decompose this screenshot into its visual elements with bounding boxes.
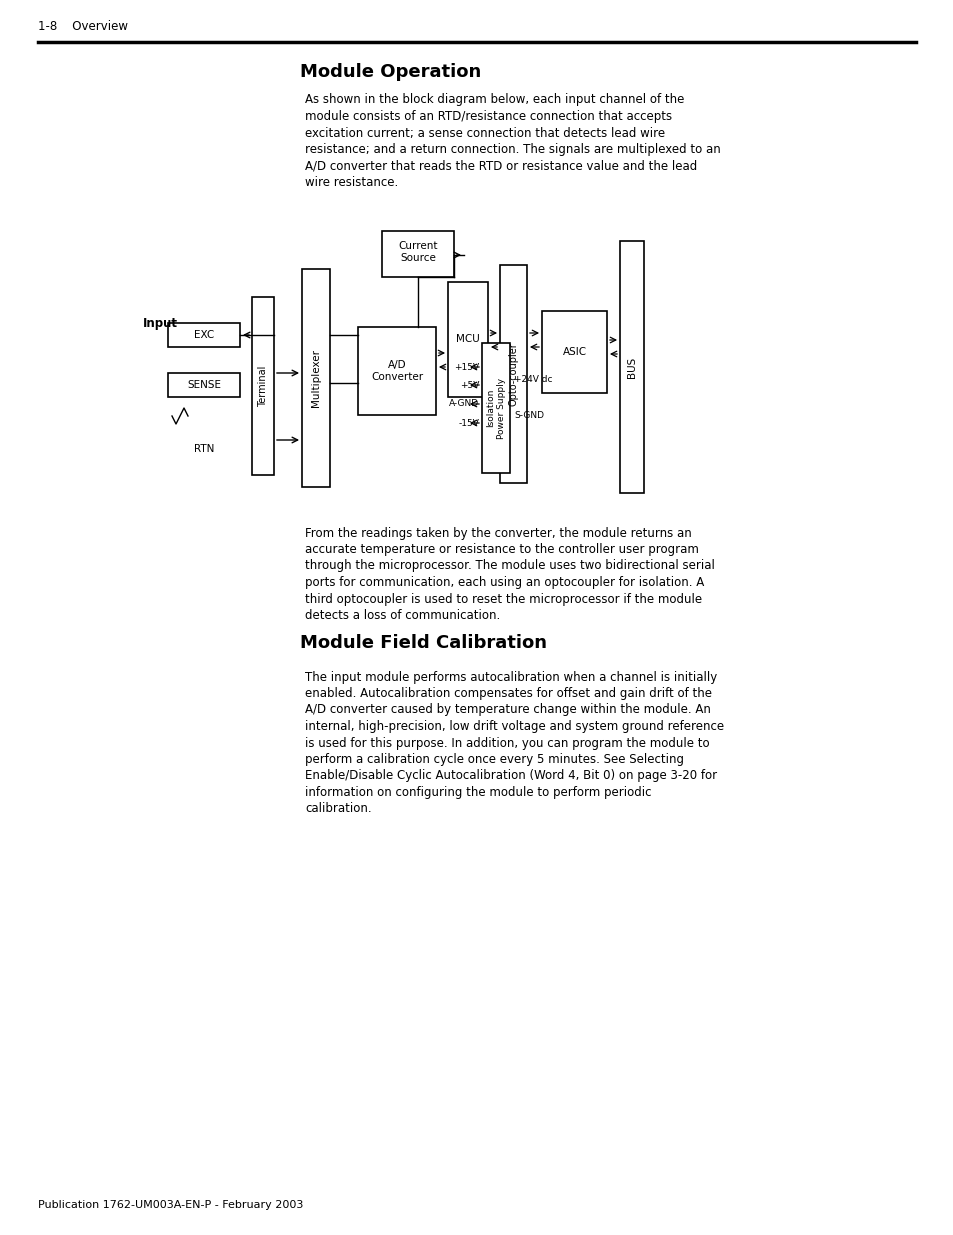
Text: RTN: RTN [193, 445, 214, 454]
Text: MCU: MCU [456, 335, 479, 345]
Text: -15V: -15V [457, 419, 478, 427]
Bar [168, 373, 240, 396]
Text: +15V: +15V [454, 363, 478, 372]
Bar [499, 266, 526, 483]
Text: Input: Input [143, 316, 178, 330]
Text: detects a loss of communication.: detects a loss of communication. [305, 609, 499, 622]
Text: A/D converter that reads the RTD or resistance value and the lead: A/D converter that reads the RTD or resi… [305, 159, 697, 173]
Text: ports for communication, each using an optocoupler for isolation. A: ports for communication, each using an o… [305, 576, 703, 589]
Bar [357, 327, 436, 415]
Text: Enable/Disable Cyclic Autocalibration (Word 4, Bit 0) on page 3-20 for: Enable/Disable Cyclic Autocalibration (W… [305, 769, 717, 783]
Text: A-GND: A-GND [449, 399, 478, 409]
Text: +5V: +5V [459, 380, 478, 389]
Bar [481, 343, 510, 473]
Text: enabled. Autocalibration compensates for offset and gain drift of the: enabled. Autocalibration compensates for… [305, 687, 711, 700]
Text: The input module performs autocalibration when a channel is initially: The input module performs autocalibratio… [305, 671, 717, 683]
Text: Isolation
Power Supply: Isolation Power Supply [486, 378, 505, 438]
Text: Terminal: Terminal [257, 366, 268, 406]
Text: ASIC: ASIC [562, 347, 586, 357]
Text: accurate temperature or resistance to the controller user program: accurate temperature or resistance to th… [305, 543, 699, 556]
Text: EXC: EXC [193, 330, 213, 340]
Text: resistance; and a return connection. The signals are multiplexed to an: resistance; and a return connection. The… [305, 143, 720, 156]
Bar [448, 282, 488, 396]
Text: module consists of an RTD/resistance connection that accepts: module consists of an RTD/resistance con… [305, 110, 672, 124]
Text: From the readings taken by the converter, the module returns an: From the readings taken by the converter… [305, 526, 691, 540]
Text: calibration.: calibration. [305, 803, 372, 815]
Text: internal, high-precision, low drift voltage and system ground reference: internal, high-precision, low drift volt… [305, 720, 723, 734]
Text: information on configuring the module to perform periodic: information on configuring the module to… [305, 785, 651, 799]
Text: Publication 1762-UM003A-EN-P - February 2003: Publication 1762-UM003A-EN-P - February … [38, 1200, 303, 1210]
Text: wire resistance.: wire resistance. [305, 177, 397, 189]
Text: 1-8    Overview: 1-8 Overview [38, 21, 128, 33]
Bar [252, 296, 274, 475]
Bar [541, 311, 606, 393]
Text: Multiplexer: Multiplexer [311, 350, 320, 408]
Text: BUS: BUS [626, 357, 637, 378]
Bar [381, 231, 454, 277]
Text: A/D converter caused by temperature change within the module. An: A/D converter caused by temperature chan… [305, 704, 710, 716]
Text: SENSE: SENSE [187, 380, 221, 390]
Text: Module Operation: Module Operation [299, 63, 480, 82]
Bar [619, 241, 643, 493]
Text: excitation current; a sense connection that detects lead wire: excitation current; a sense connection t… [305, 126, 664, 140]
Text: Opto-coupler: Opto-coupler [508, 342, 518, 406]
Bar [302, 269, 330, 487]
Text: Current
Source: Current Source [397, 241, 437, 263]
Text: A/D
Converter: A/D Converter [371, 361, 422, 382]
Text: As shown in the block diagram below, each input channel of the: As shown in the block diagram below, eac… [305, 94, 683, 106]
Text: perform a calibration cycle once every 5 minutes. See Selecting: perform a calibration cycle once every 5… [305, 753, 683, 766]
Text: S-GND: S-GND [514, 410, 543, 420]
Bar [168, 324, 240, 347]
Text: through the microprocessor. The module uses two bidirectional serial: through the microprocessor. The module u… [305, 559, 714, 573]
Text: +24V dc: +24V dc [514, 375, 552, 384]
Text: is used for this purpose. In addition, you can program the module to: is used for this purpose. In addition, y… [305, 736, 709, 750]
Text: Module Field Calibration: Module Field Calibration [299, 634, 546, 652]
Text: third optocoupler is used to reset the microprocessor if the module: third optocoupler is used to reset the m… [305, 593, 701, 605]
